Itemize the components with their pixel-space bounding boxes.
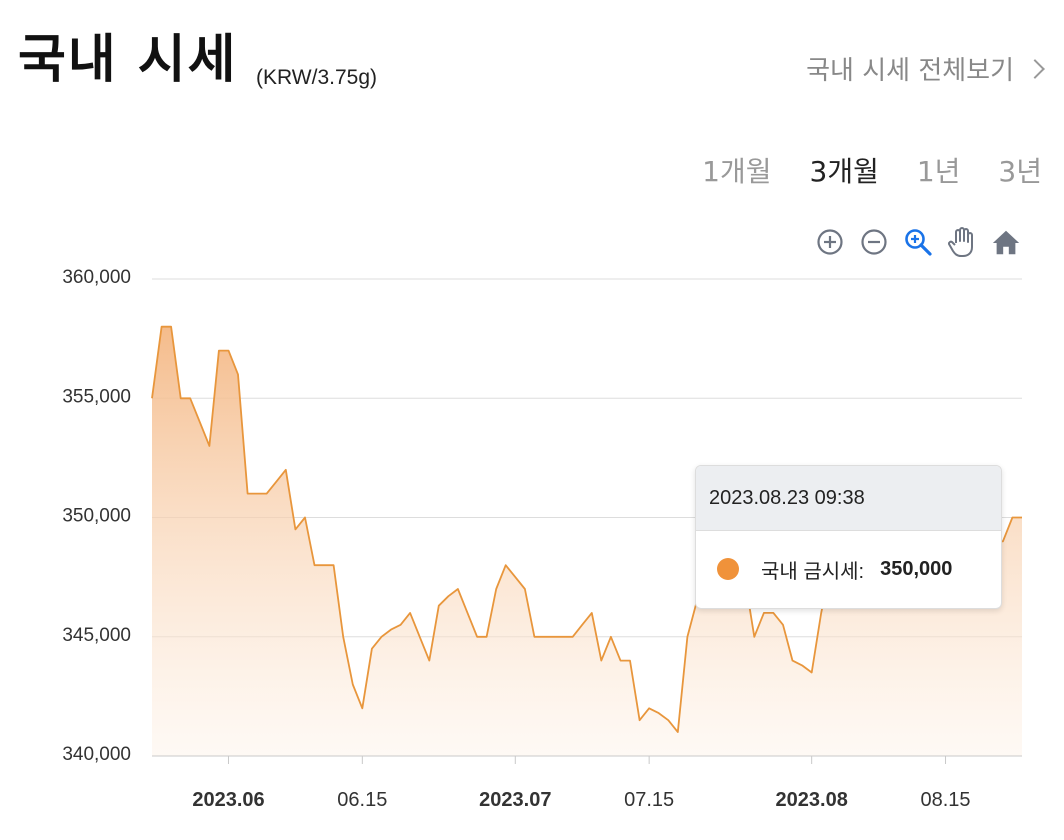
- x-tick-label: 08.15: [920, 789, 970, 811]
- chart-toolbar: [815, 226, 1021, 258]
- y-tick-label: 340,000: [62, 744, 131, 765]
- series-marker-icon: [717, 558, 739, 580]
- period-tabs: 1개월 3개월 1년 3년: [702, 150, 1042, 190]
- selection-zoom-icon[interactable]: [903, 226, 933, 258]
- tooltip-date: 2023.08.23 09:38: [696, 466, 1001, 531]
- view-all-label: 국내 시세 전체보기: [806, 56, 1014, 86]
- x-tick-label: 06.15: [337, 789, 387, 811]
- x-axis: 2023.06 06.15 2023.07 07.15 2023.08 08.15: [152, 755, 1022, 811]
- x-tick-label: 07.15: [624, 789, 674, 811]
- zoom-out-icon[interactable]: [859, 226, 889, 258]
- x-tick-label: 2023.08: [776, 789, 848, 811]
- tab-3-years[interactable]: 3년: [998, 155, 1042, 188]
- y-tick-label: 360,000: [62, 267, 131, 288]
- view-all-link[interactable]: 국내 시세 전체보기: [806, 50, 1045, 87]
- chart-tooltip: 2023.08.23 09:38 국내 금시세: 350,000: [695, 465, 1002, 609]
- reset-home-icon[interactable]: [991, 226, 1021, 258]
- pan-hand-icon[interactable]: [947, 226, 977, 258]
- x-tick-label: 2023.07: [479, 789, 551, 811]
- y-tick-label: 350,000: [62, 506, 131, 527]
- tooltip-row: 국내 금시세: 350,000: [696, 531, 1001, 607]
- zoom-in-icon[interactable]: [815, 226, 845, 258]
- x-tick-label: 2023.06: [192, 789, 264, 811]
- y-tick-label: 355,000: [62, 386, 131, 407]
- page-title: 국내 시세: [18, 30, 238, 90]
- y-tick-label: 345,000: [62, 625, 131, 646]
- tooltip-value: 350,000: [880, 557, 953, 580]
- tab-1-year[interactable]: 1년: [916, 155, 961, 188]
- tooltip-series-label: 국내 금시세:: [761, 560, 865, 583]
- unit-label: (KRW/3.75g): [256, 66, 377, 89]
- tab-1-month[interactable]: 1개월: [702, 155, 772, 188]
- y-axis: 360,000 355,000 350,000 345,000 340,000: [62, 267, 131, 765]
- tab-3-months[interactable]: 3개월: [809, 155, 879, 188]
